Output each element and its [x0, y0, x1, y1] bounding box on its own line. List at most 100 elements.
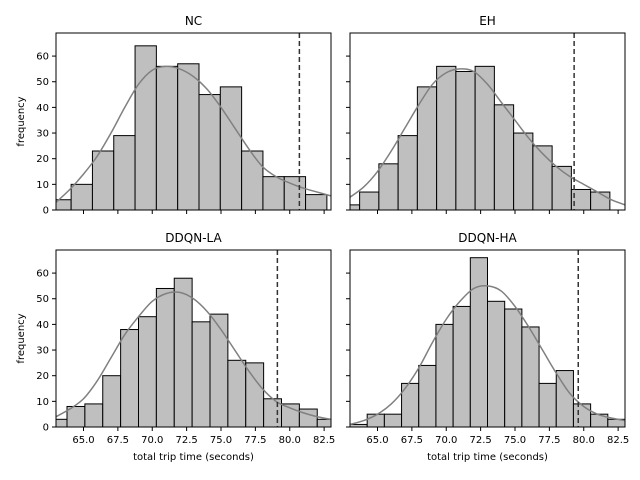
histogram-bar	[173, 277, 193, 427]
y-tick-label: 0	[43, 206, 49, 217]
histogram-bar	[350, 204, 361, 210]
y-tick-label: 20	[36, 154, 49, 165]
x-tick-label: 70.0	[141, 435, 163, 446]
histogram-bar	[84, 403, 104, 427]
histogram-bar	[305, 194, 328, 210]
histogram-bar	[113, 135, 136, 210]
x-axis-label: total trip time (seconds)	[133, 452, 254, 463]
histogram-bar	[209, 313, 229, 427]
histogram-bar	[397, 135, 418, 210]
x-tick-label: 65.0	[366, 435, 388, 446]
kde-curve	[56, 65, 331, 203]
histogram-bar	[138, 316, 157, 427]
histogram-bar	[120, 329, 139, 427]
plot-area	[56, 33, 331, 210]
kde-curve	[350, 68, 625, 206]
x-tick-label: 70.0	[435, 435, 457, 446]
panel-3: 65.0 67.5 70.0 72.5 75.0 77.5 80.0 82.5 DDQN-HA t…	[346, 231, 629, 463]
x-tick-label: 80.0	[573, 435, 595, 446]
y-tick-label: 40	[36, 320, 49, 331]
histogram-bar	[378, 163, 399, 210]
histogram-bar	[452, 305, 471, 427]
panel-1: EH	[346, 14, 626, 214]
histogram-bar	[241, 150, 264, 210]
y-tick-label: 60	[36, 269, 49, 280]
y-tick-label: 50	[36, 77, 49, 88]
x-tick-label: 67.5	[401, 435, 423, 446]
x-tick-label: 72.5	[175, 435, 197, 446]
x-tick-label: 77.5	[244, 435, 266, 446]
histogram-bar	[551, 165, 572, 210]
x-axis-label: total trip time (seconds)	[427, 452, 548, 463]
histogram-bar	[56, 199, 72, 210]
kde-curve	[56, 291, 331, 421]
histogram-bar	[474, 65, 495, 210]
histogram-bar	[538, 382, 557, 427]
plot-area	[350, 250, 625, 427]
histogram-bar	[70, 183, 93, 210]
x-tick-label: 65.0	[72, 435, 94, 446]
y-tick-label: 0	[43, 423, 49, 434]
histogram-bar	[155, 65, 179, 210]
histogram-bar	[227, 359, 247, 427]
x-tick-label: 80.0	[279, 435, 301, 446]
histogram-bar	[366, 413, 385, 427]
histogram-bar	[418, 364, 437, 427]
y-tick-label: 60	[36, 52, 49, 63]
y-axis-label: frequency	[16, 313, 27, 363]
y-tick-label: 50	[36, 294, 49, 305]
histogram-bar	[570, 188, 592, 210]
histogram-bar	[316, 418, 331, 427]
plot-area	[350, 33, 625, 210]
histogram-bar	[572, 403, 592, 427]
x-tick-label: 75.0	[504, 435, 526, 446]
histogram-bar	[191, 321, 211, 427]
axes-frame	[349, 32, 626, 211]
histogram-bar	[91, 150, 115, 210]
plot-area	[56, 250, 331, 427]
y-axis-label: frequency	[16, 96, 27, 146]
histogram-bar	[359, 191, 380, 210]
histogram-bar	[245, 362, 265, 427]
histogram-bar	[504, 308, 523, 427]
histogram-bar	[198, 94, 221, 210]
histogram-bar	[219, 86, 243, 210]
panel-title: EH	[479, 14, 496, 28]
panel-title: DDQN-HA	[458, 231, 517, 245]
histogram-bar	[102, 375, 122, 427]
axes-frame	[349, 249, 626, 428]
x-tick-label: 77.5	[538, 435, 560, 446]
panel-0: 0 10 20 30 40 50 60 NC frequency	[16, 14, 332, 217]
histogram-bar	[493, 104, 515, 210]
panel-title: NC	[185, 14, 202, 28]
histogram-bar	[283, 176, 307, 210]
histogram-bar	[435, 323, 454, 427]
y-tick-label: 30	[36, 346, 49, 357]
axes-frame	[55, 249, 332, 428]
histogram-bar	[521, 326, 540, 427]
histogram-bar	[532, 145, 553, 210]
y-tick-label: 20	[36, 371, 49, 382]
histogram-bar	[455, 70, 476, 210]
x-tick-label: 82.5	[313, 435, 335, 446]
y-tick-label: 10	[36, 397, 49, 408]
histogram-bar	[416, 86, 438, 210]
histogram-bar	[469, 257, 488, 427]
histogram-bar	[177, 63, 200, 210]
kde-curve	[350, 285, 625, 426]
panel-title: DDQN-LA	[165, 231, 222, 245]
histogram-bar	[436, 65, 457, 210]
x-tick-label: 67.5	[107, 435, 129, 446]
x-tick-label: 82.5	[607, 435, 629, 446]
histogram-bar	[555, 370, 574, 427]
y-tick-label: 10	[36, 180, 49, 191]
y-tick-label: 30	[36, 129, 49, 140]
axes-frame	[55, 32, 332, 211]
y-tick-label: 40	[36, 103, 49, 114]
histogram-bar	[513, 132, 534, 210]
histogram-bar	[155, 287, 175, 427]
histogram-bar	[262, 176, 285, 210]
histogram-bar	[56, 418, 68, 427]
histogram-bar	[590, 191, 611, 210]
